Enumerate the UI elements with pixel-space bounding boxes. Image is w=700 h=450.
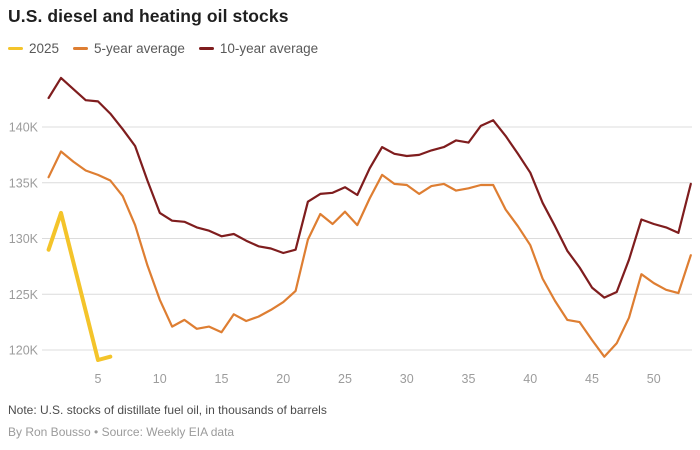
- chart-legend: 2025 5-year average 10-year average: [8, 41, 318, 56]
- x-tick-label-5: 5: [95, 372, 102, 386]
- page-title: U.S. diesel and heating oil stocks: [8, 6, 289, 26]
- x-tick-label-45: 45: [585, 372, 599, 386]
- x-tick-label-15: 15: [215, 372, 229, 386]
- legend-item-10-year-average: 10-year average: [198, 41, 319, 56]
- y-tick-label-130K: 130K: [9, 232, 39, 246]
- x-tick-label-40: 40: [523, 372, 537, 386]
- x-tick-label-50: 50: [647, 372, 661, 386]
- chart-byline: By Ron Bousso • Source: Weekly EIA data: [8, 425, 235, 439]
- x-tick-label-35: 35: [462, 372, 476, 386]
- legend-swatch-10-year-average-icon: [198, 46, 214, 51]
- x-tick-label-10: 10: [153, 372, 167, 386]
- y-tick-label-135K: 135K: [9, 176, 39, 190]
- line-2025: [46, 210, 113, 362]
- legend-swatch-2025-icon: [8, 46, 23, 51]
- legend-label-5-year-average: 5-year average: [94, 41, 185, 56]
- y-tick-label-120K: 120K: [9, 344, 39, 358]
- y-tick-label-140K: 140K: [9, 121, 39, 135]
- legend-item-5-year-average: 5-year average: [73, 41, 185, 56]
- x-tick-label-20: 20: [276, 372, 290, 386]
- chart-note: Note: U.S. stocks of distillate fuel oil…: [8, 403, 327, 417]
- legend-swatch-5-year-average-icon: [73, 46, 89, 51]
- line-10-year-average: [47, 76, 692, 299]
- y-tick-label-125K: 125K: [9, 288, 39, 302]
- x-tick-label-25: 25: [338, 372, 352, 386]
- legend-item-2025: 2025: [8, 41, 59, 56]
- line-5-year-average: [47, 150, 692, 358]
- legend-label-2025: 2025: [29, 41, 60, 56]
- legend-label-10-year-average: 10-year average: [219, 41, 319, 56]
- x-tick-label-30: 30: [400, 372, 414, 386]
